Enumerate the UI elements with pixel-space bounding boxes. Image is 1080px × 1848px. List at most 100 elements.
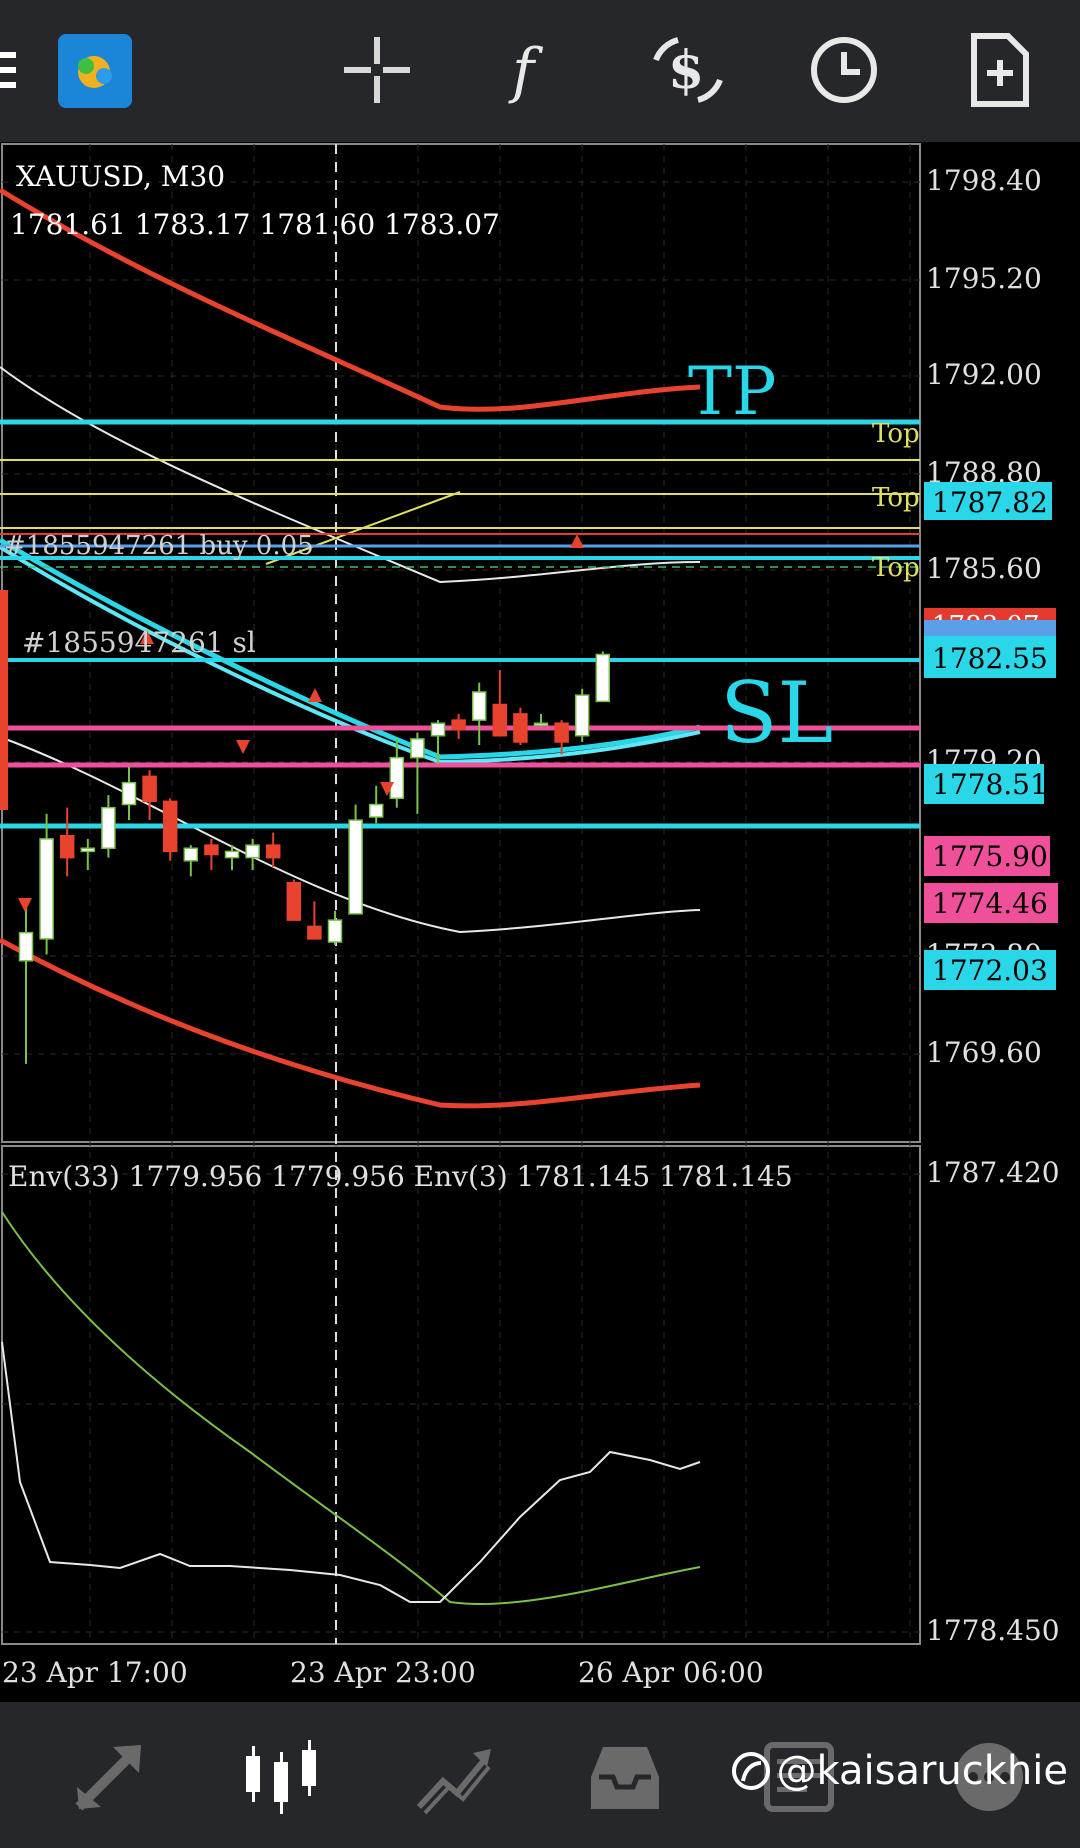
candle-body	[533, 722, 549, 726]
chart-area[interactable]: XAUUSD, M30 1781.61 1783.17 1781.60 1783…	[0, 142, 1080, 1702]
candle-body	[204, 844, 219, 856]
pink-price-tag-2[interactable]	[924, 883, 1058, 923]
watermark-logo-icon	[731, 1752, 770, 1790]
trade-arrows	[18, 534, 584, 912]
candle-body	[162, 800, 178, 853]
sell-arrow-icon	[18, 898, 32, 912]
horizontal-lines	[0, 419, 920, 829]
order-label: #1855947261 buy 0.05	[4, 531, 314, 561]
candle-body	[368, 803, 384, 818]
candle-body	[389, 756, 405, 799]
menu-icon[interactable]	[0, 30, 50, 110]
symbol-label: XAUUSD, M30	[16, 160, 225, 193]
sell-arrow-icon	[236, 740, 250, 754]
ma-white-lower-line	[0, 736, 701, 934]
candle-body	[265, 844, 281, 859]
env3-line	[1, 1341, 701, 1603]
sl-text: SL	[720, 664, 833, 762]
pink-price-tag-1-text: 1775.90	[932, 840, 1048, 873]
price-tags: 1787.82 1783.07 1782.55 1778.51 1775.90 …	[924, 482, 1058, 990]
envelope-upper-line	[0, 187, 701, 412]
candle-body	[224, 850, 240, 859]
top-label-2: Top	[872, 483, 920, 513]
price-axis-label: 1792.00	[926, 358, 1042, 391]
lower-cyan-price-tag-text: 1772.03	[932, 954, 1048, 987]
tp-text: TP	[688, 353, 776, 430]
time-axis-label: 23 Apr 17:00	[2, 1656, 188, 1689]
buy-arrow-icon	[308, 688, 322, 702]
buy-arrow-icon	[570, 534, 584, 548]
left-edge-bar	[0, 590, 8, 810]
bottom-navigation	[0, 1702, 1080, 1848]
price-axis-label: 1795.20	[926, 262, 1042, 295]
tp-price-tag[interactable]	[924, 482, 1052, 520]
metatrader-app-icon[interactable]	[56, 32, 134, 110]
watermark-text: @kaisaruckhie	[776, 1748, 1068, 1794]
candle-body	[430, 722, 446, 737]
candle-body	[471, 691, 487, 721]
clock-icon[interactable]	[804, 30, 884, 110]
candle-body	[451, 719, 466, 731]
price-axis-label: 1785.60	[926, 552, 1042, 585]
candle-body	[307, 925, 322, 940]
indicator-label: Env(33) 1779.956 1779.956 Env(3) 1781.14…	[8, 1160, 793, 1193]
sl-label: #1855947261 sl	[22, 626, 256, 659]
candle-body	[492, 703, 508, 737]
ma-cyan-line-2	[0, 545, 701, 765]
sl-price-tag[interactable]	[924, 764, 1044, 804]
candle-body	[348, 819, 363, 915]
candle-body	[101, 806, 116, 849]
candle-body	[121, 781, 137, 806]
price-axis-label: 1798.40	[926, 164, 1042, 197]
candle-body	[554, 722, 569, 743]
svg-text:$: $	[668, 40, 704, 101]
env33-line	[1, 1211, 701, 1605]
candle-body	[410, 738, 425, 759]
price-chart[interactable]: XAUUSD, M30 1781.61 1783.17 1781.60 1783…	[0, 142, 1080, 1702]
pink-price-tag-2-text: 1774.46	[932, 887, 1048, 920]
function-icon[interactable]: f	[493, 30, 573, 110]
ma-white-upper-line	[0, 366, 701, 584]
sell-arrow-icon	[380, 782, 394, 796]
sl-price-tag-text: 1778.51	[932, 768, 1048, 801]
new-file-icon[interactable]	[960, 30, 1040, 110]
buy-arrow-icon	[140, 630, 154, 644]
grid	[2, 144, 920, 1644]
time-axis-label: 26 Apr 06:00	[578, 1656, 764, 1689]
envelope-lower-line	[0, 937, 701, 1109]
watermark: @kaisaruckhie	[731, 1748, 1068, 1794]
candle-body	[142, 775, 157, 803]
chat-icon[interactable]	[944, 1732, 1034, 1822]
crosshair-icon[interactable]	[337, 30, 417, 110]
top-label-1: Top	[872, 419, 920, 449]
candles	[18, 651, 611, 1064]
price-axis-label: 1769.60	[926, 1036, 1042, 1069]
indicator-axis-label: 1787.420	[926, 1156, 1060, 1189]
top-toolbar: f $	[0, 0, 1080, 142]
quotes-icon[interactable]	[64, 1732, 154, 1822]
current-price-tag	[924, 636, 1056, 678]
candle-body	[183, 847, 199, 862]
candle-body	[286, 881, 302, 921]
svg-text:f: f	[508, 36, 544, 105]
candle-body	[574, 694, 590, 737]
candle-body	[513, 713, 528, 743]
candle-body	[80, 847, 96, 853]
candle-body	[595, 653, 611, 703]
tp-price-tag-text: 1787.82	[932, 486, 1048, 519]
candle-body	[327, 919, 343, 943]
candle-body	[39, 838, 54, 940]
current-price-tag-text: 1782.55	[932, 642, 1048, 675]
candle-body	[245, 844, 260, 859]
indicator-axis-label: 1778.450	[926, 1614, 1060, 1647]
lower-cyan-price-tag[interactable]	[924, 950, 1056, 990]
candle-body	[18, 931, 34, 962]
ohlc-label: 1781.61 1783.17 1781.60 1783.07	[10, 208, 500, 241]
chart-icon[interactable]	[236, 1732, 326, 1822]
trade-icon[interactable]: $	[648, 30, 728, 110]
trade-chart-icon[interactable]	[408, 1732, 498, 1822]
top-label-3: Top	[872, 553, 920, 583]
ma-cyan-line-1	[0, 537, 701, 760]
history-icon[interactable]	[580, 1732, 670, 1822]
pink-price-tag-1[interactable]	[924, 836, 1050, 876]
